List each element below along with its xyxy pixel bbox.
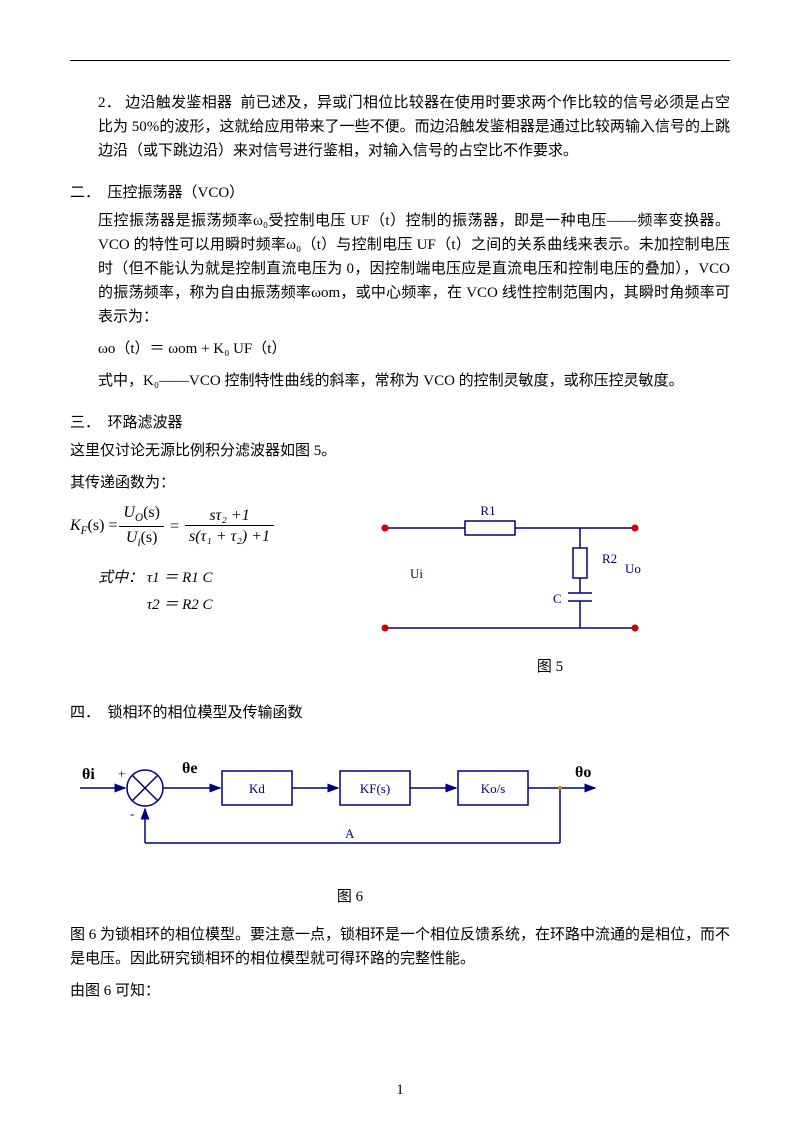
r1-label: R1 bbox=[480, 503, 495, 518]
kf-K: K bbox=[70, 517, 81, 534]
f2d: s(τ₁ + τ₂) +1 bbox=[189, 528, 270, 545]
figure-5-circuit: R1 R2 C Ui bbox=[370, 503, 650, 643]
figure-5-label: 图 5 bbox=[370, 655, 730, 679]
c-label: C bbox=[553, 591, 562, 606]
f1d-U: U bbox=[126, 529, 138, 546]
f1n-U: U bbox=[123, 504, 135, 521]
kf-sub: F bbox=[81, 525, 88, 537]
ui-label: Ui bbox=[410, 566, 423, 581]
transfer-function-formula: KF(s) = UO(s) Ui(s) = sτ₂ +1 s(τ₁ + τ₂) … bbox=[70, 503, 370, 619]
tau-definitions: 式中： τ1 ＝ R1 C 式中： τ2 ＝ R2 C bbox=[98, 565, 370, 619]
tau-label: 式中： bbox=[98, 570, 143, 586]
section-lf-head: 三． 环路滤波器 bbox=[70, 411, 730, 435]
sec2-num: 2． bbox=[98, 95, 121, 111]
sec2-title: 边沿触发鉴相器 bbox=[125, 95, 232, 111]
kf-lhs: KF(s) = bbox=[70, 513, 117, 541]
theta-e: θe bbox=[182, 760, 197, 777]
frac2: sτ₂ +1 s(τ₁ + τ₂) +1 bbox=[185, 506, 274, 549]
section-lf-p2: 其传递函数为： bbox=[70, 471, 730, 495]
page-number: 1 bbox=[0, 1078, 800, 1102]
section-vco-eq: ωo（t）＝ ωom + K₀ UF（t） bbox=[70, 337, 730, 361]
f1n-arg: (s) bbox=[143, 504, 160, 521]
page: 2． 边沿触发鉴相器 前已述及，异或门相位比较器在使用时要求两个作比较的信号必须… bbox=[0, 0, 800, 1132]
section-pm-head: 四． 锁相环的相位模型及传输函数 bbox=[70, 701, 730, 725]
f1n-sub: O bbox=[135, 512, 143, 524]
figure-6-label: 图 6 bbox=[70, 885, 630, 909]
tau1: τ1 ＝ R1 C bbox=[147, 570, 213, 586]
top-rule bbox=[70, 60, 730, 61]
a-label: A bbox=[345, 826, 355, 841]
kf-block: KF(s) bbox=[360, 781, 390, 796]
section-pm-p1: 图 6 为锁相环的相位模型。要注意一点，锁相环是一个相位反馈系统，在环路中流通的… bbox=[70, 923, 730, 971]
section-vco-head: 二． 压控振荡器（VCO） bbox=[70, 181, 730, 205]
figure-5-wrapper: R1 R2 C Ui bbox=[370, 503, 730, 679]
plus-sign: + bbox=[118, 766, 125, 781]
section-vco-p2: 式中，K₀——VCO 控制特性曲线的斜率，常称为 VCO 的控制灵敏度，或称压控… bbox=[70, 369, 730, 393]
formula-and-circuit-row: KF(s) = UO(s) Ui(s) = sτ₂ +1 s(τ₁ + τ₂) … bbox=[70, 503, 730, 679]
section-vco-p1: 压控振荡器是振荡频率ω₀受控制电压 UF（t）控制的振荡器，即是一种电压——频率… bbox=[70, 209, 730, 329]
kf-arg: (s) = bbox=[88, 517, 118, 534]
section-pm-p2: 由图 6 可知： bbox=[70, 979, 730, 1003]
eq-sign: = bbox=[170, 514, 179, 540]
ko-block: Ko/s bbox=[481, 781, 506, 796]
f2n: sτ₂ +1 bbox=[209, 507, 249, 524]
section-lf-p1: 这里仅讨论无源比例积分滤波器如图 5。 bbox=[70, 439, 730, 463]
theta-i: θi bbox=[82, 766, 95, 783]
figure-6-block-diagram: θi + - θe Kd KF(s) Ko/s θo bbox=[70, 743, 630, 873]
theta-o: θo bbox=[575, 764, 591, 781]
r2-label: R2 bbox=[602, 551, 617, 566]
frac1: UO(s) Ui(s) bbox=[119, 503, 164, 551]
tau2: τ2 ＝ R2 C bbox=[147, 597, 213, 613]
f1d-arg: (s) bbox=[141, 529, 158, 546]
minus-sign: - bbox=[130, 806, 134, 821]
uo-label: Uo bbox=[625, 561, 641, 576]
kd-block: Kd bbox=[249, 781, 265, 796]
section-2-para: 2． 边沿触发鉴相器 前已述及，异或门相位比较器在使用时要求两个作比较的信号必须… bbox=[70, 91, 730, 163]
figure-6-wrapper: θi + - θe Kd KF(s) Ko/s θo bbox=[70, 743, 730, 909]
